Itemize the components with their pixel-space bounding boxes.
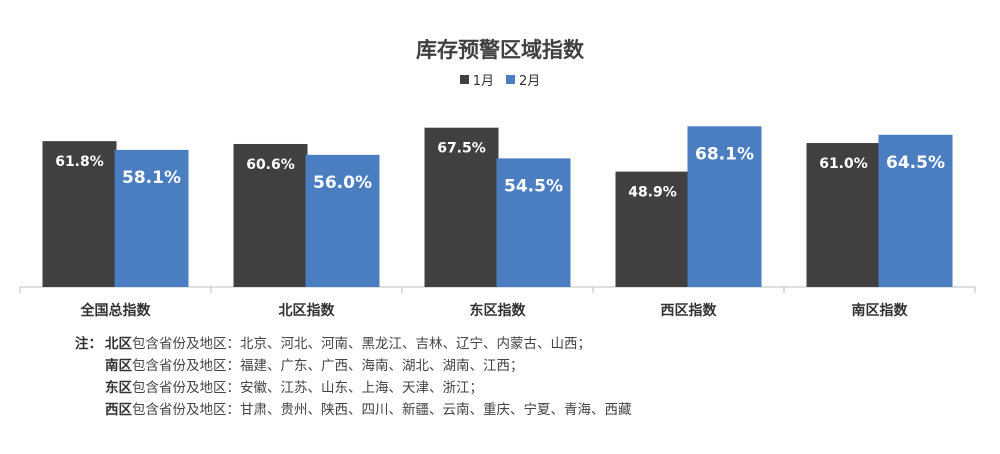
note-text: 包含省份及地区：安徽、江苏、山东、上海、天津、浙江；: [132, 380, 483, 396]
note-text: 包含省份及地区：甘肃、贵州、陕西、四川、新疆、云南、重庆、宁夏、青海、西藏: [132, 402, 632, 418]
x-tick-label: 东区指数: [470, 302, 527, 319]
note-line-east: 东区包含省份及地区：安徽、江苏、山东、上海、天津、浙江；: [75, 377, 632, 399]
chart-title: 库存预警区域指数: [416, 38, 584, 62]
data-label: 54.5%: [504, 176, 563, 196]
bar-series-1: [806, 143, 881, 287]
bar-series-2: [114, 149, 189, 287]
bar-series-2: [687, 126, 762, 287]
bar-series-1: [42, 141, 117, 287]
note-region-label: 南区: [105, 358, 132, 374]
note-prefix: 注：: [75, 336, 102, 352]
data-label: 67.5%: [437, 141, 486, 157]
legend-item-series-2: 2月: [506, 70, 540, 89]
notes: 注： 北区包含省份及地区：北京、河北、河南、黑龙江、吉林、辽宁、内蒙古、山西； 南…: [75, 333, 632, 421]
data-label: 61.0%: [819, 156, 868, 172]
note-region-label: 北区: [105, 336, 132, 352]
x-tick-label: 全国总指数: [80, 302, 152, 319]
bar-series-1: [424, 127, 499, 287]
data-label: 56.0%: [313, 173, 372, 193]
legend-label-series-2: 2月: [519, 74, 541, 89]
bar-series-2: [496, 158, 571, 287]
legend-swatch-series-1: [459, 75, 469, 84]
x-tick-label: 北区指数: [279, 302, 336, 319]
note-region-label: 东区: [105, 380, 132, 396]
legend-label-series-1: 1月: [472, 74, 494, 89]
data-label: 64.5%: [886, 153, 945, 173]
bar-chart: 61.8% 58.1% 全国总指数 60.6% 56.0% 北区指数 67.5% 54.5% 东…: [19, 126, 976, 319]
data-label: 68.1%: [695, 144, 754, 164]
bar-series-2: [305, 154, 380, 287]
note-region-label: 西区: [105, 402, 132, 418]
legend-item-series-1: 1月: [459, 70, 494, 89]
x-tick-label: 南区指数: [852, 302, 909, 319]
bar-series-1: [233, 143, 308, 287]
data-label: 58.1%: [122, 168, 181, 188]
legend-swatch-series-2: [506, 75, 515, 84]
legend: 1月 2月: [0, 70, 1000, 89]
bar-series-1: [615, 171, 690, 287]
data-label: 48.9%: [628, 185, 677, 201]
note-line-north: 注： 北区包含省份及地区：北京、河北、河南、黑龙江、吉林、辽宁、内蒙古、山西；: [75, 333, 632, 355]
data-label: 60.6%: [246, 157, 295, 173]
note-line-south: 南区包含省份及地区：福建、广东、广西、海南、湖北、湖南、江西；: [75, 355, 632, 377]
x-tick-label: 西区指数: [661, 302, 718, 319]
note-text: 包含省份及地区：福建、广东、广西、海南、湖北、湖南、江西；: [132, 358, 524, 374]
bar-series-2: [878, 134, 953, 287]
note-text: 包含省份及地区：北京、河北、河南、黑龙江、吉林、辽宁、内蒙古、山西；: [132, 336, 591, 352]
data-label: 61.8%: [55, 154, 104, 170]
note-line-west: 西区包含省份及地区：甘肃、贵州、陕西、四川、新疆、云南、重庆、宁夏、青海、西藏: [75, 399, 632, 421]
